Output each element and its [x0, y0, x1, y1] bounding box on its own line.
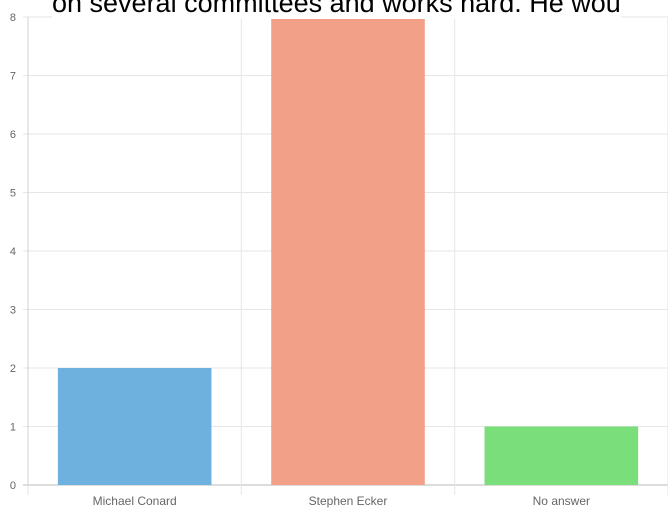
y-tick-label: 4: [10, 246, 16, 258]
bars-layer: [57, 17, 639, 486]
y-tick-label: 7: [10, 71, 16, 83]
x-tick-label: Michael Conard: [93, 494, 177, 508]
bar-no-answer[interactable]: [484, 426, 639, 486]
x-tick-label: No answer: [533, 494, 590, 508]
y-tick-label: 1: [10, 422, 16, 434]
y-tick-label: 8: [10, 12, 16, 24]
bar-michael-conard[interactable]: [57, 368, 212, 485]
y-tick-label: 3: [10, 305, 16, 317]
header-text-fragment: on several committees and works hard. He…: [52, 0, 621, 19]
y-tick-label: 6: [10, 129, 16, 141]
y-tick-label: 0: [10, 480, 16, 492]
x-tick-label: Stephen Ecker: [309, 494, 388, 508]
bar-stephen-ecker[interactable]: [271, 17, 425, 485]
y-tick-label: 2: [10, 363, 16, 375]
y-tick-label: 5: [10, 188, 16, 200]
labels-layer: 0 1 2 3 4 5 6 7 8 Michael Conard Stephen Ecker No a…: [10, 12, 590, 508]
